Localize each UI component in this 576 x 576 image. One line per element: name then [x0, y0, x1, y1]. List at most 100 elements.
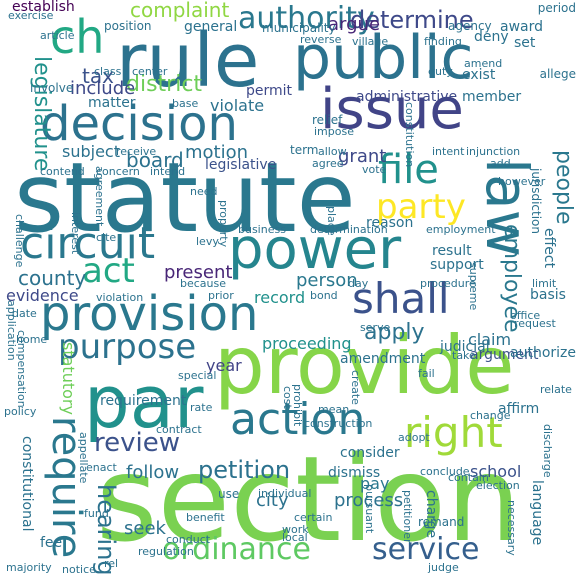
cloud-word: remand [418, 515, 465, 529]
cloud-word: review [94, 428, 180, 458]
cloud-word: decision [40, 96, 238, 152]
cloud-word: process [334, 490, 404, 511]
cloud-word: home [16, 333, 48, 346]
cloud-word: agency [448, 19, 492, 33]
cloud-word: mean [318, 403, 350, 416]
cloud-word: people [551, 150, 576, 225]
cloud-word: dismiss [328, 465, 381, 481]
cloud-word: school [470, 462, 522, 481]
cloud-word: public [293, 23, 474, 93]
cloud-word: allow [318, 145, 347, 158]
cloud-word: claim [468, 330, 512, 349]
cloud-word: cite [96, 231, 117, 244]
cloud-word: apply [364, 320, 425, 345]
cloud-word: violation [96, 291, 144, 304]
cloud-word: argue [328, 14, 381, 35]
cloud-word: pursuant [363, 484, 376, 534]
cloud-word: section [96, 430, 521, 568]
cloud-word: position [104, 19, 152, 33]
cloud-word: petition [198, 456, 291, 484]
cloud-word: amend [464, 57, 503, 70]
cloud-word: conclude [420, 465, 470, 478]
cloud-word: policy [4, 405, 37, 418]
cloud-word: concern [96, 165, 140, 178]
cloud-word: class [94, 65, 122, 78]
cloud-word: statute [14, 142, 356, 254]
cloud-word: allege [539, 67, 576, 81]
cloud-word: rate [190, 401, 213, 414]
cloud-word: period [537, 1, 576, 15]
cloud-word: tax [82, 64, 114, 88]
cloud-word: result [432, 243, 472, 259]
cloud-word: award [500, 19, 544, 35]
cloud-word: agreement [93, 166, 106, 227]
cloud-word: contract [156, 423, 202, 436]
cloud-word: construction [304, 417, 373, 430]
cloud-word: matter [88, 95, 136, 111]
cloud-word: use [218, 487, 240, 501]
cloud-word: add [490, 157, 511, 170]
cloud-word: pay [360, 474, 390, 493]
cloud-word: power [228, 217, 402, 282]
cloud-word: complaint [130, 0, 230, 22]
cloud-word: district [126, 72, 203, 97]
cloud-word: base [172, 97, 199, 110]
cloud-word: however [498, 175, 546, 188]
cloud-word: regulation [138, 545, 194, 558]
cloud-word: ch [50, 10, 105, 64]
cloud-word: change [470, 409, 511, 422]
cloud-word: agree [312, 157, 344, 170]
cloud-word: evidence [6, 286, 79, 305]
cloud-word: purpose [58, 327, 197, 367]
cloud-word: levy [196, 235, 219, 248]
cloud-word: exercise [8, 9, 54, 22]
cloud-word: relate [540, 383, 572, 396]
cloud-word: requirement [100, 393, 187, 409]
cloud-word: article [40, 29, 75, 42]
cloud-word: statutory [59, 342, 78, 415]
cloud-word: exist [462, 67, 496, 83]
cloud-word: take [452, 349, 476, 362]
cloud-word: par [84, 360, 204, 444]
cloud-word: date [12, 307, 37, 320]
cloud-word: consider [340, 445, 400, 461]
cloud-word: rule [116, 18, 260, 104]
cloud-word: issue [320, 77, 464, 142]
cloud-word: seek [124, 518, 166, 539]
cloud-word: prior [208, 289, 234, 302]
cloud-word: support [430, 257, 484, 273]
cloud-word: ordinance [162, 532, 311, 567]
cloud-word: day [348, 277, 369, 290]
cloud-word: shall [352, 274, 450, 323]
cloud-word: business [238, 223, 286, 236]
cloud-word: county [18, 266, 87, 290]
cloud-word: special [178, 369, 217, 382]
cloud-word: service [372, 532, 480, 567]
cloud-word: intent [432, 145, 465, 158]
cloud-word: grant [338, 146, 387, 167]
cloud-word: deny [474, 29, 509, 45]
cloud-word: jurisdiction [529, 168, 543, 234]
cloud-word: provide [214, 319, 515, 412]
cloud-word: need [190, 185, 218, 198]
cloud-word: benefit [186, 511, 225, 524]
cloud-word: term [290, 143, 319, 157]
cloud-word: adopt [398, 431, 430, 444]
cloud-word: determination [310, 223, 388, 236]
cloud-word: involve [30, 81, 74, 95]
cloud-word: serve [360, 321, 391, 334]
cloud-word: contain [448, 471, 489, 484]
cloud-word: necessary [505, 500, 518, 556]
cloud-word: certain [294, 511, 333, 524]
cloud-word: judge [428, 561, 459, 574]
cloud-word: bond [310, 289, 338, 302]
cloud-word: language [529, 480, 545, 546]
cloud-word: procedure [420, 277, 476, 290]
cloud-word: reverse [300, 33, 342, 46]
cloud-word: person [296, 270, 358, 291]
cloud-word: establish [12, 0, 75, 15]
cloud-word: intend [150, 165, 186, 178]
cloud-word: create [349, 370, 362, 405]
cloud-word: city [256, 490, 289, 511]
cloud-word: proceeding [262, 334, 352, 353]
